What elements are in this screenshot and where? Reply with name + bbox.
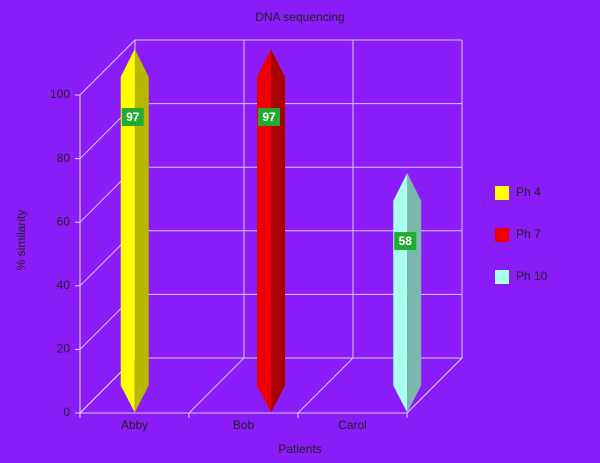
floor-line (406, 357, 463, 414)
y-tick-label: 60 (57, 214, 71, 228)
grid-line (79, 39, 136, 96)
x-tick-label: Carol (338, 418, 367, 432)
bar-front (257, 49, 271, 413)
bar-side (407, 173, 422, 413)
value-label: 97 (262, 110, 276, 124)
value-label-box (394, 232, 417, 251)
chart-title: DNA sequencing (255, 10, 344, 24)
y-tick-label: 80 (57, 151, 71, 165)
bar-cap (257, 49, 271, 106)
bar (393, 173, 422, 413)
bar-cap (393, 173, 408, 230)
value-label: 97 (126, 110, 140, 124)
legend-label: Ph 4 (516, 185, 541, 199)
value-label: 58 (399, 234, 413, 248)
bar-cap (120, 49, 135, 106)
x-axis-title: Patients (278, 442, 321, 456)
y-tick-label: 100 (50, 87, 70, 101)
y-tick-label: 40 (57, 278, 71, 292)
legend-swatch (495, 228, 509, 242)
y-axis-title: % similarity (14, 210, 28, 271)
floor-line (297, 357, 354, 414)
legend-swatch (495, 186, 509, 200)
legend-swatch (495, 270, 509, 284)
value-label-box (258, 108, 280, 127)
floor-line (188, 357, 245, 414)
bar-side (271, 49, 285, 413)
y-tick-label: 20 (57, 342, 71, 356)
bar (120, 49, 149, 413)
x-tick-label: Bob (233, 418, 255, 432)
legend-label: Ph 7 (516, 227, 541, 241)
value-label-box (121, 108, 144, 127)
y-tick-label: 0 (63, 405, 70, 419)
bar-front (120, 49, 135, 413)
x-tick-label: Abby (121, 418, 148, 432)
legend-label: Ph 10 (516, 269, 548, 283)
bar-side (134, 49, 149, 413)
bar (257, 49, 285, 413)
